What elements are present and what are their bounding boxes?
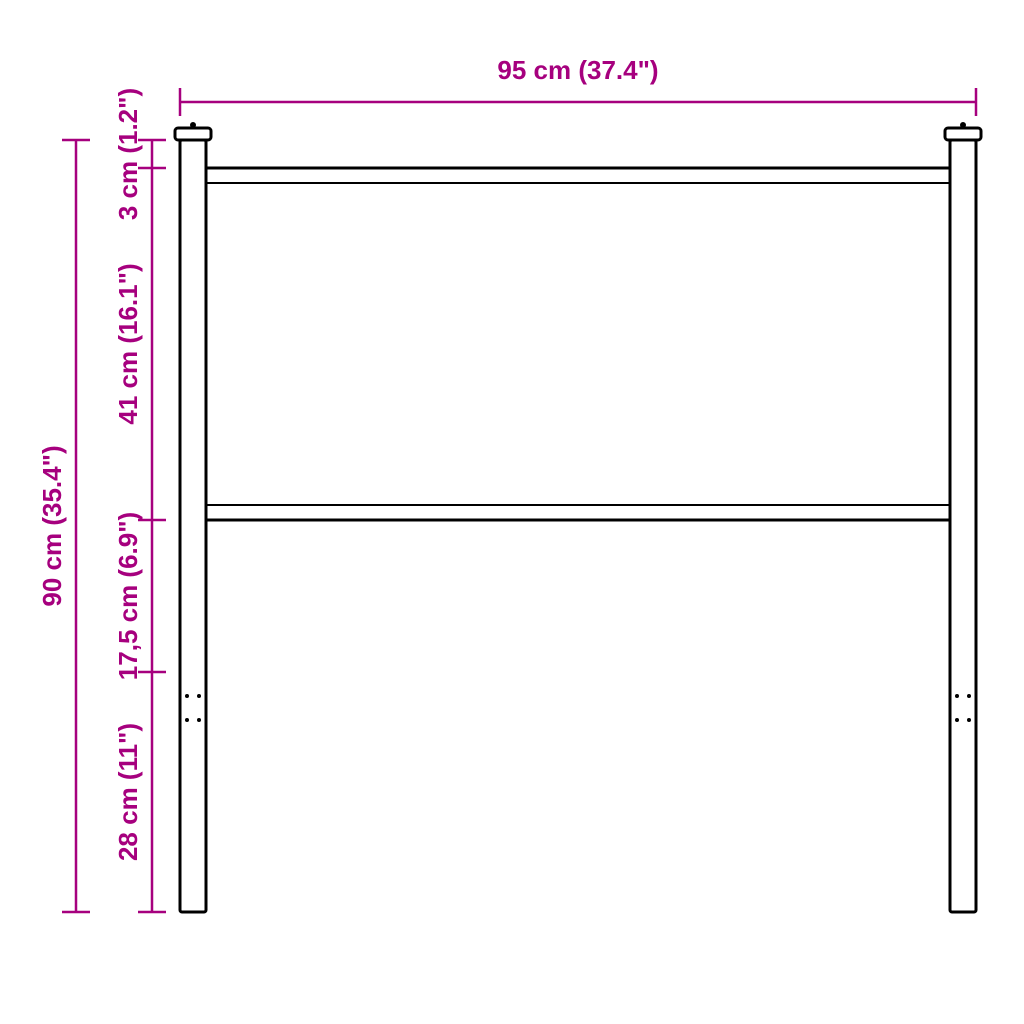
- dim-segment-2-label: 41 cm (16.1"): [113, 263, 143, 424]
- dim-segment-3-label: 3 cm (1.2"): [113, 88, 143, 220]
- dim-height-total: 90 cm (35.4"): [37, 140, 90, 912]
- dim-width-top-label: 95 cm (37.4"): [497, 55, 658, 85]
- dim-segment-1-label: 17,5 cm (6.9"): [113, 512, 143, 680]
- dim-segment-0-label: 28 cm (11"): [113, 723, 143, 861]
- dimension-diagram: 95 cm (37.4") 90 cm (35.4") 28 cm (11") 17,…: [0, 0, 1024, 1024]
- dim-width-top: 95 cm (37.4"): [180, 55, 976, 116]
- dim-segments: 28 cm (11") 17,5 cm (6.9") 41 cm (16.1") 3 …: [113, 88, 166, 912]
- product-outline: [175, 122, 981, 912]
- dim-height-total-label: 90 cm (35.4"): [37, 445, 67, 606]
